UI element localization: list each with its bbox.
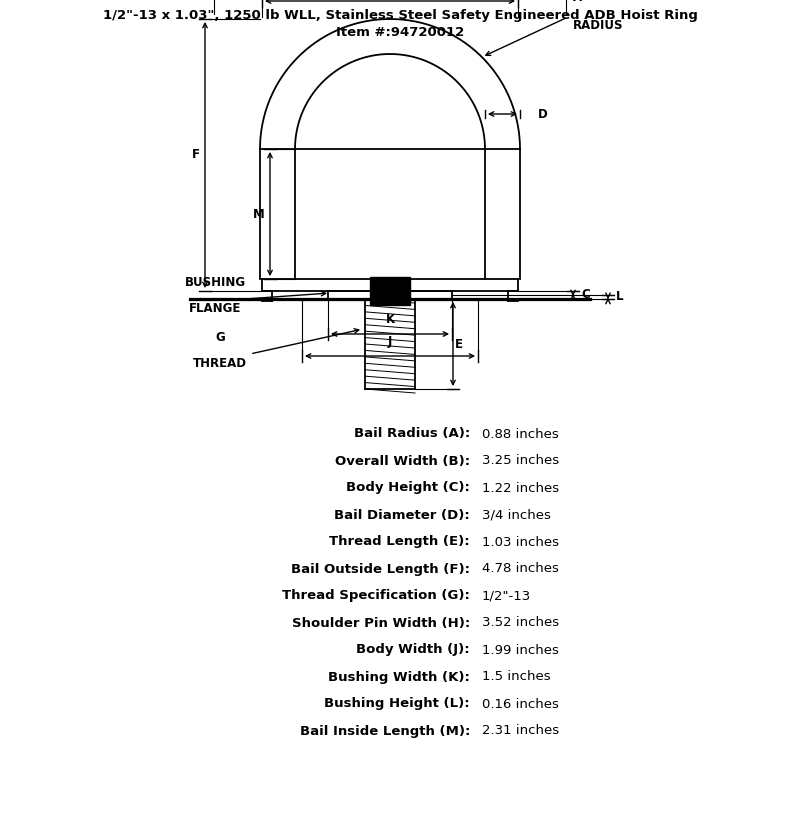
Text: Bushing Width (K):: Bushing Width (K):	[328, 671, 470, 684]
Text: Bail Radius (A):: Bail Radius (A):	[354, 428, 470, 441]
Text: 3.52 inches: 3.52 inches	[482, 617, 559, 630]
Text: THREAD: THREAD	[193, 357, 247, 370]
Text: D: D	[538, 107, 548, 120]
Text: Body Width (J):: Body Width (J):	[356, 644, 470, 657]
Text: Thread Length (E):: Thread Length (E):	[330, 536, 470, 549]
Text: 4.78 inches: 4.78 inches	[482, 563, 559, 576]
Text: K: K	[386, 313, 394, 326]
Text: BUSHING: BUSHING	[185, 276, 246, 289]
Text: 1.03 inches: 1.03 inches	[482, 536, 559, 549]
Text: Bail Diameter (D):: Bail Diameter (D):	[334, 509, 470, 522]
Text: Shoulder Pin Width (H):: Shoulder Pin Width (H):	[292, 617, 470, 630]
Polygon shape	[370, 277, 410, 305]
Text: 1.5 inches: 1.5 inches	[482, 671, 550, 684]
Text: 0.88 inches: 0.88 inches	[482, 428, 558, 441]
Text: 1/2"-13: 1/2"-13	[482, 590, 531, 603]
Text: Item #:94720012: Item #:94720012	[336, 26, 464, 39]
Text: C: C	[581, 288, 590, 301]
Text: E: E	[455, 337, 463, 351]
Text: Overall Width (B):: Overall Width (B):	[335, 455, 470, 468]
Text: F: F	[192, 148, 200, 161]
Text: Body Height (C):: Body Height (C):	[346, 482, 470, 495]
Text: RADIUS: RADIUS	[573, 19, 623, 32]
Text: M: M	[254, 207, 265, 220]
Text: G: G	[215, 331, 225, 344]
Text: A: A	[573, 0, 582, 4]
Text: Bail Outside Length (F):: Bail Outside Length (F):	[291, 563, 470, 576]
Text: 1.22 inches: 1.22 inches	[482, 482, 559, 495]
Text: FLANGE: FLANGE	[189, 302, 241, 315]
Text: J: J	[388, 335, 392, 348]
Text: 1/2"-13 x 1.03", 1250 lb WLL, Stainless Steel Safety Engineered ADB Hoist Ring: 1/2"-13 x 1.03", 1250 lb WLL, Stainless …	[102, 9, 698, 22]
Text: 1.99 inches: 1.99 inches	[482, 644, 559, 657]
Text: Bail Inside Length (M):: Bail Inside Length (M):	[300, 725, 470, 737]
Text: 3/4 inches: 3/4 inches	[482, 509, 551, 522]
Text: Bushing Height (L):: Bushing Height (L):	[324, 698, 470, 711]
Text: Thread Specification (G):: Thread Specification (G):	[282, 590, 470, 603]
Text: 3.25 inches: 3.25 inches	[482, 455, 559, 468]
Text: L: L	[616, 291, 623, 304]
Text: 0.16 inches: 0.16 inches	[482, 698, 559, 711]
Text: 2.31 inches: 2.31 inches	[482, 725, 559, 737]
